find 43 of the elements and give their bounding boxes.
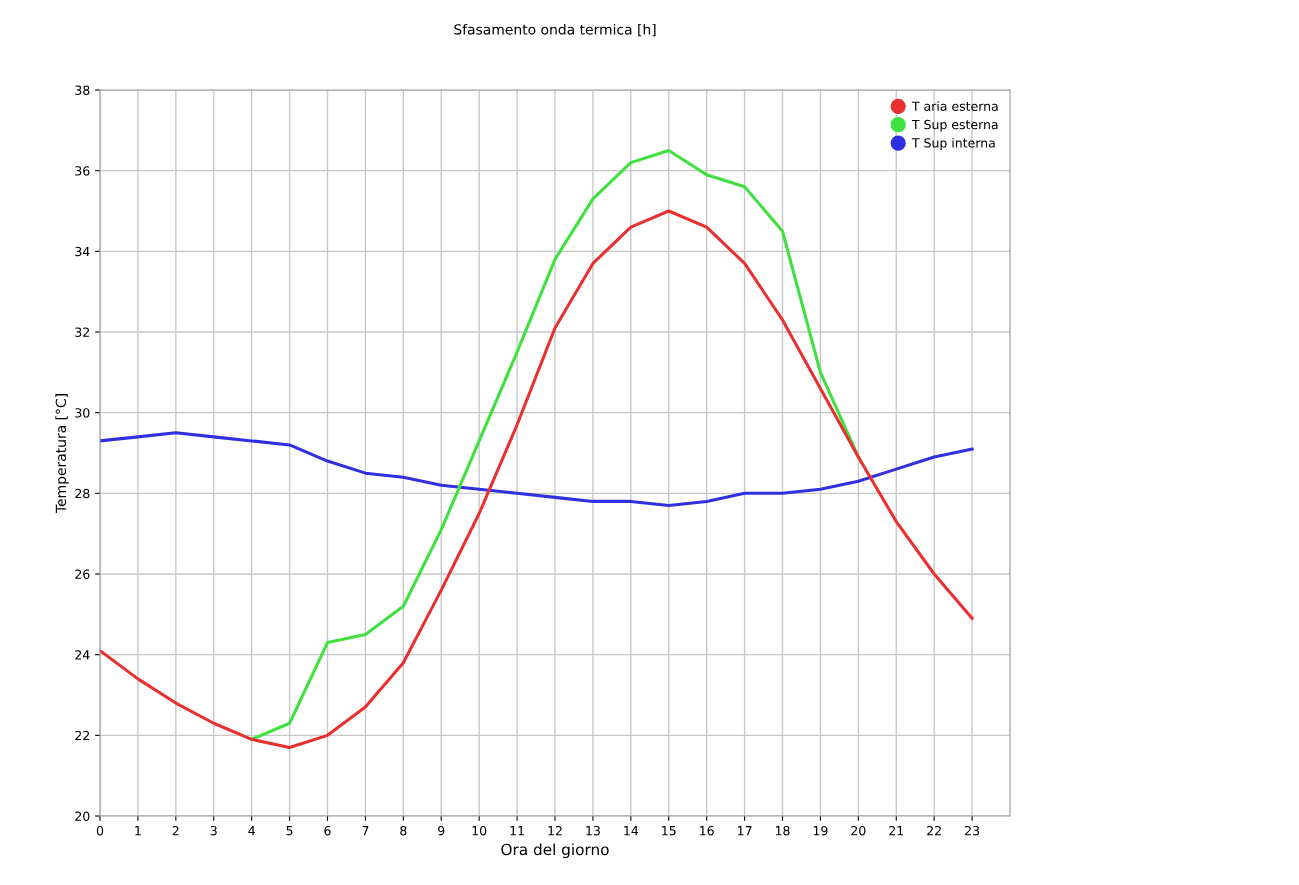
x-tick-label: 16 <box>700 825 714 836</box>
x-tick-label: 4 <box>248 826 255 836</box>
y-tick-label: 38 <box>75 85 90 95</box>
x-tick-label: 21 <box>889 825 904 836</box>
line-series <box>100 431 974 507</box>
x-tick-label: 3 <box>210 825 217 836</box>
legend-label: T aria esterna <box>911 101 998 111</box>
x-tick-label: 2 <box>172 825 179 836</box>
y-tick-label: 28 <box>75 488 90 499</box>
x-tick-label: 17 <box>738 826 752 836</box>
x-tick-label: 7 <box>362 826 369 836</box>
y-tick-label: 30 <box>75 408 90 418</box>
y-tick-label: 20 <box>75 811 90 821</box>
y-tick-label: 34 <box>75 246 90 257</box>
x-tick-label: 14 <box>624 826 639 836</box>
x-tick-label: 1 <box>135 826 141 836</box>
y-tick-label: 32 <box>75 327 90 337</box>
x-tick-label: 20 <box>851 825 866 836</box>
x-axis-title: Ora del giorno <box>501 843 609 859</box>
x-tick-label: 6 <box>324 825 331 836</box>
x-tick-label: 15 <box>662 826 676 836</box>
x-tick-label: 12 <box>548 825 562 836</box>
y-tick-label: 26 <box>75 569 90 579</box>
line-series <box>100 209 974 749</box>
x-tick-label: 18 <box>775 825 790 836</box>
x-tick-label: 13 <box>586 825 600 836</box>
line-series <box>250 148 860 741</box>
y-tick-label: 36 <box>75 166 90 176</box>
x-tick-label: 11 <box>510 826 524 836</box>
x-tick-label: 8 <box>400 825 407 836</box>
x-tick-label: 10 <box>472 825 487 836</box>
y-tick-label: 24 <box>75 650 90 660</box>
chart-title: Sfasamento onda termica [h] <box>454 23 656 37</box>
legend-label: T Sup interna <box>911 137 995 151</box>
y-tick-label: 22 <box>75 730 90 741</box>
x-tick-label: 5 <box>286 826 293 836</box>
x-tick-label: 9 <box>438 825 445 836</box>
x-tick-label: 23 <box>965 825 980 836</box>
legend-label: T Sup esterna <box>911 119 998 132</box>
y-axis-title: Temperatura [°C] <box>55 394 69 514</box>
x-tick-label: 22 <box>927 825 941 836</box>
x-tick-label: 0 <box>96 825 104 836</box>
x-tick-label: 19 <box>813 825 828 836</box>
